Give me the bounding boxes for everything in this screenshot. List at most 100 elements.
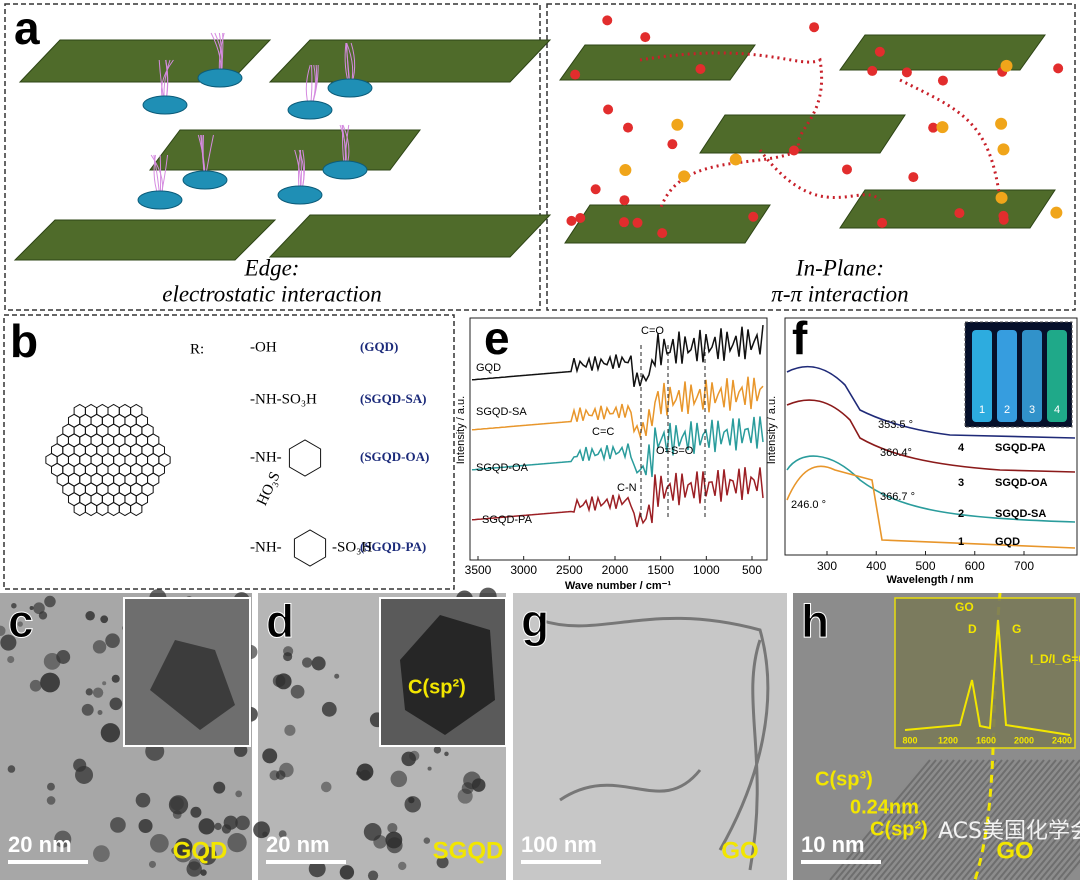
spectrum bbox=[471, 467, 764, 528]
emission-curve bbox=[786, 399, 1076, 473]
lattice-fringe bbox=[1015, 801, 1080, 880]
nanoparticle bbox=[102, 681, 107, 686]
nanoparticle bbox=[75, 765, 94, 784]
lattice-fringe bbox=[1003, 787, 1080, 880]
substituent-name: (SGQD-OA) bbox=[360, 449, 429, 464]
lattice-fringe bbox=[961, 759, 1063, 880]
nanoparticle bbox=[334, 673, 340, 679]
water-molecule bbox=[841, 164, 852, 175]
nanoparticle bbox=[283, 652, 293, 662]
nanoparticle bbox=[46, 796, 56, 805]
ion bbox=[1050, 206, 1063, 219]
emission-curve bbox=[786, 365, 1076, 439]
lattice-fringe bbox=[1033, 823, 1080, 880]
nanoparticle bbox=[0, 634, 17, 651]
panel-frames bbox=[3, 3, 1076, 590]
lattice-fringe bbox=[865, 759, 967, 880]
lattice-fringe bbox=[913, 759, 1015, 880]
graphene-sheet bbox=[839, 34, 1046, 71]
lattice-fringe bbox=[1027, 816, 1080, 880]
scale-bar-label: 20 nm bbox=[266, 832, 330, 857]
water-molecule bbox=[623, 122, 634, 133]
nanoparticle bbox=[170, 796, 184, 811]
graphene-sheet bbox=[268, 39, 552, 83]
substituent-name: (GQD) bbox=[360, 339, 398, 354]
lattice-fringe bbox=[955, 759, 1057, 880]
water-molecule bbox=[954, 208, 965, 219]
nanoparticle bbox=[54, 830, 72, 848]
legend-number: 4 bbox=[958, 442, 965, 454]
caption-text: In-Plane: bbox=[795, 255, 884, 280]
x-tick-label: 2500 bbox=[556, 563, 583, 577]
caption-text: electrostatic interaction bbox=[162, 281, 382, 306]
lattice-fringe bbox=[1009, 794, 1080, 880]
lattice-fringe bbox=[895, 759, 997, 880]
peak-label: 366.7 ° bbox=[880, 491, 915, 503]
y-axis-title: Intensity / a.u. bbox=[455, 396, 467, 464]
x-tick-label: 1000 bbox=[693, 563, 720, 577]
x-axis-title: Wavelength / nm bbox=[887, 574, 974, 586]
nanoparticle bbox=[81, 703, 94, 716]
peak-label: 246.0 ° bbox=[791, 499, 826, 511]
quantum-dot bbox=[142, 95, 188, 115]
pi-link bbox=[639, 51, 1002, 211]
band-label: C=O bbox=[641, 325, 664, 337]
substituent: -OH bbox=[250, 339, 277, 355]
water-molecule bbox=[619, 195, 630, 206]
particle-inset bbox=[400, 615, 495, 735]
nanoparticle bbox=[109, 697, 123, 711]
raman-inset bbox=[894, 597, 1076, 749]
panel-label: h bbox=[801, 595, 829, 647]
band-label: O=S=O bbox=[656, 445, 694, 457]
inset-tick: 1600 bbox=[976, 735, 996, 745]
plot-frame bbox=[784, 317, 1078, 556]
nanoparticle bbox=[56, 650, 71, 664]
nanoparticle bbox=[408, 796, 415, 804]
x-tick-label: 3500 bbox=[465, 563, 492, 577]
ion bbox=[619, 164, 632, 177]
nanoparticle bbox=[427, 766, 432, 771]
scale-bar-label: 20 nm bbox=[8, 832, 72, 857]
nanoparticle bbox=[235, 815, 250, 831]
ring-group: -SO₃H bbox=[332, 539, 372, 555]
nanoparticle bbox=[97, 710, 103, 716]
panel-label: e bbox=[484, 312, 510, 364]
caption-text: π-π interaction bbox=[771, 281, 908, 306]
nanoparticle bbox=[100, 615, 109, 624]
watermark: ACS美国化学会 bbox=[938, 819, 1080, 844]
sample-label: SGQD bbox=[433, 837, 504, 864]
inset-label: GO bbox=[955, 600, 974, 614]
lattice-fringe bbox=[931, 759, 1033, 880]
nanoparticle bbox=[279, 762, 294, 778]
phase-label: C(sp²) bbox=[870, 818, 928, 840]
lattice-fringe bbox=[925, 759, 1027, 880]
emission-curve bbox=[786, 455, 1076, 523]
quantum-dot bbox=[327, 78, 373, 98]
nanoparticle bbox=[285, 616, 291, 622]
micrograph bbox=[513, 593, 787, 880]
x-tick-label: 2000 bbox=[602, 563, 629, 577]
inset-tick: 2000 bbox=[1014, 735, 1034, 745]
nanoparticle bbox=[93, 845, 110, 863]
nanoparticle bbox=[308, 860, 326, 878]
legend-name: SGQD-OA bbox=[995, 477, 1048, 489]
water-molecule bbox=[602, 15, 613, 26]
sample-label: GO bbox=[996, 837, 1033, 864]
nanoparticle bbox=[253, 821, 270, 839]
sample-label: GO bbox=[721, 837, 758, 864]
vial bbox=[1022, 330, 1042, 422]
vial bbox=[1047, 330, 1067, 422]
nanoparticle bbox=[150, 833, 169, 853]
phase-boundary bbox=[973, 592, 1002, 880]
nanoparticle bbox=[85, 610, 95, 621]
legend-name: SGQD-SA bbox=[995, 508, 1046, 520]
quantum-dot bbox=[287, 100, 333, 120]
particle-inset bbox=[150, 640, 235, 730]
nanoparticle bbox=[198, 818, 215, 835]
x-tick-label: 500 bbox=[915, 559, 935, 573]
lattice-fringe bbox=[997, 780, 1080, 880]
legend-name: SGQD-PA bbox=[995, 442, 1046, 454]
nanoparticle bbox=[135, 792, 151, 808]
frame-a-right bbox=[546, 3, 1076, 311]
water-molecule bbox=[928, 122, 939, 133]
